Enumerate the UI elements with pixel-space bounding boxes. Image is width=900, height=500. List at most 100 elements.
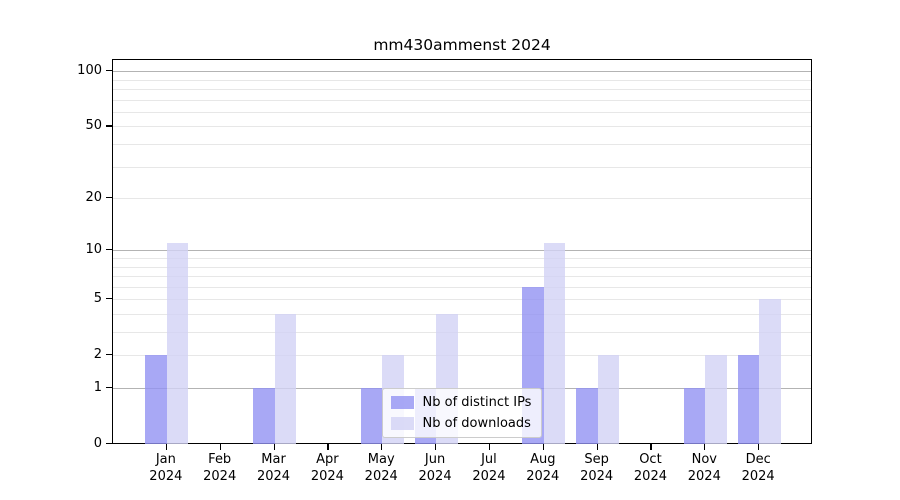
x-tick-mark-sep xyxy=(596,444,598,450)
legend: Nb of distinct IPs Nb of downloads xyxy=(381,388,543,438)
y-tick-label-100: 100 xyxy=(77,62,102,78)
x-tick-label-feb: Feb 2024 xyxy=(188,452,252,485)
x-tick-mark-apr xyxy=(327,444,329,450)
x-tick-month: Nov xyxy=(691,452,717,467)
gridline-minor-30 xyxy=(113,166,811,168)
x-tick-mark-jul xyxy=(488,444,491,450)
x-tick-year: 2024 xyxy=(203,468,237,484)
bar-downloads-jan xyxy=(166,243,189,444)
x-tick-mark-may xyxy=(381,444,383,450)
y-tick-mark-50 xyxy=(106,125,112,127)
x-tick-month: Apr xyxy=(316,452,339,467)
x-tick-mark-aug xyxy=(542,444,544,450)
x-tick-label-jul: Jul 2024 xyxy=(457,452,521,485)
bar-distinct-ips-dec xyxy=(737,355,760,444)
y-tick-label-5: 5 xyxy=(93,290,102,306)
x-tick-label-may: May 2024 xyxy=(349,452,413,485)
x-tick-month: Jun xyxy=(424,452,446,467)
x-tick-month: Sep xyxy=(584,452,609,467)
x-tick-label-aug: Aug 2024 xyxy=(511,452,575,485)
legend-entry-downloads: Nb of downloads xyxy=(390,415,532,432)
y-tick-mark-10 xyxy=(106,249,112,251)
y-tick-label-2: 2 xyxy=(93,346,102,362)
bar-downloads-dec xyxy=(759,299,781,444)
gridline-major-10 xyxy=(113,250,811,252)
legend-label-distinct-ips: Nb of distinct IPs xyxy=(422,395,532,410)
gridline-minor-20 xyxy=(113,198,811,200)
x-tick-month: Dec xyxy=(745,452,771,467)
x-tick-mark-mar xyxy=(273,444,275,450)
y-tick-mark-2 xyxy=(106,354,112,356)
gridline-major-100 xyxy=(113,71,811,73)
bar-distinct-ips-mar xyxy=(253,388,275,444)
x-tick-year: 2024 xyxy=(580,468,614,484)
gridline-minor-6 xyxy=(113,286,811,288)
x-tick-month: Feb xyxy=(208,452,232,467)
x-tick-year: 2024 xyxy=(418,468,452,484)
x-tick-year: 2024 xyxy=(256,468,291,484)
x-tick-label-oct: Oct 2024 xyxy=(618,452,682,485)
gridline-minor-3 xyxy=(113,332,811,333)
gridline-minor-2 xyxy=(113,355,811,357)
y-tick-label-0: 0 xyxy=(93,435,102,451)
x-tick-mark-nov xyxy=(704,444,706,450)
bar-distinct-ips-jan xyxy=(145,355,167,444)
x-tick-mark-feb xyxy=(219,444,221,450)
chart-title: mm430ammenst 2024 xyxy=(373,36,551,54)
y-tick-mark-0 xyxy=(106,443,112,445)
gridline-minor-90 xyxy=(113,79,811,81)
bar-downloads-aug xyxy=(543,243,566,444)
x-tick-label-dec: Dec 2024 xyxy=(726,452,790,485)
plot-area xyxy=(112,59,812,444)
x-tick-mark-jun xyxy=(435,444,437,450)
gridline-minor-8 xyxy=(113,266,811,268)
y-tick-label-1: 1 xyxy=(93,379,102,395)
legend-swatch-distinct-ips xyxy=(390,396,414,409)
x-tick-month: May xyxy=(367,452,395,467)
x-tick-label-apr: Apr 2024 xyxy=(295,452,359,485)
gridline-minor-5 xyxy=(113,299,811,301)
x-tick-year: 2024 xyxy=(633,468,667,484)
x-tick-mark-dec xyxy=(758,444,760,450)
y-tick-label-20: 20 xyxy=(85,189,102,205)
gridline-minor-7 xyxy=(113,276,811,278)
x-tick-year: 2024 xyxy=(472,468,506,484)
gridline-minor-4 xyxy=(113,313,811,315)
bar-downloads-mar xyxy=(274,313,297,444)
bar-distinct-ips-sep xyxy=(576,388,598,444)
x-tick-label-sep: Sep 2024 xyxy=(565,452,629,485)
y-tick-mark-1 xyxy=(106,387,112,389)
gridline-minor-9 xyxy=(113,257,811,259)
x-tick-month: Jul xyxy=(481,452,497,467)
x-tick-mark-jan xyxy=(165,444,168,450)
legend-entry-distinct-ips: Nb of distinct IPs xyxy=(390,394,532,411)
x-tick-label-mar: Mar 2024 xyxy=(242,452,306,485)
x-tick-year: 2024 xyxy=(741,468,775,484)
y-tick-mark-20 xyxy=(106,197,112,199)
x-tick-month: Oct xyxy=(639,452,662,467)
gridline-minor-50 xyxy=(113,126,811,128)
x-tick-label-jan: Jan 2024 xyxy=(134,452,198,485)
x-tick-month: Mar xyxy=(261,452,286,467)
y-tick-label-10: 10 xyxy=(85,241,102,257)
x-tick-label-jun: Jun 2024 xyxy=(403,452,467,485)
gridline-minor-40 xyxy=(113,144,811,145)
x-tick-year: 2024 xyxy=(687,468,721,484)
x-tick-year: 2024 xyxy=(310,468,344,484)
y-tick-mark-5 xyxy=(106,298,112,300)
legend-swatch-downloads xyxy=(390,417,414,430)
gridline-minor-60 xyxy=(113,111,811,113)
x-tick-month: Jan xyxy=(155,452,176,467)
x-tick-mark-oct xyxy=(650,444,652,450)
x-tick-year: 2024 xyxy=(364,468,398,484)
x-tick-year: 2024 xyxy=(149,468,183,484)
legend-label-downloads: Nb of downloads xyxy=(422,416,531,431)
x-tick-label-nov: Nov 2024 xyxy=(672,452,736,485)
gridline-minor-80 xyxy=(113,89,811,90)
bar-downloads-sep xyxy=(597,355,620,444)
y-tick-label-50: 50 xyxy=(85,117,102,133)
x-tick-month: Aug xyxy=(530,452,556,467)
y-tick-mark-100 xyxy=(106,70,112,72)
x-tick-year: 2024 xyxy=(526,468,560,484)
